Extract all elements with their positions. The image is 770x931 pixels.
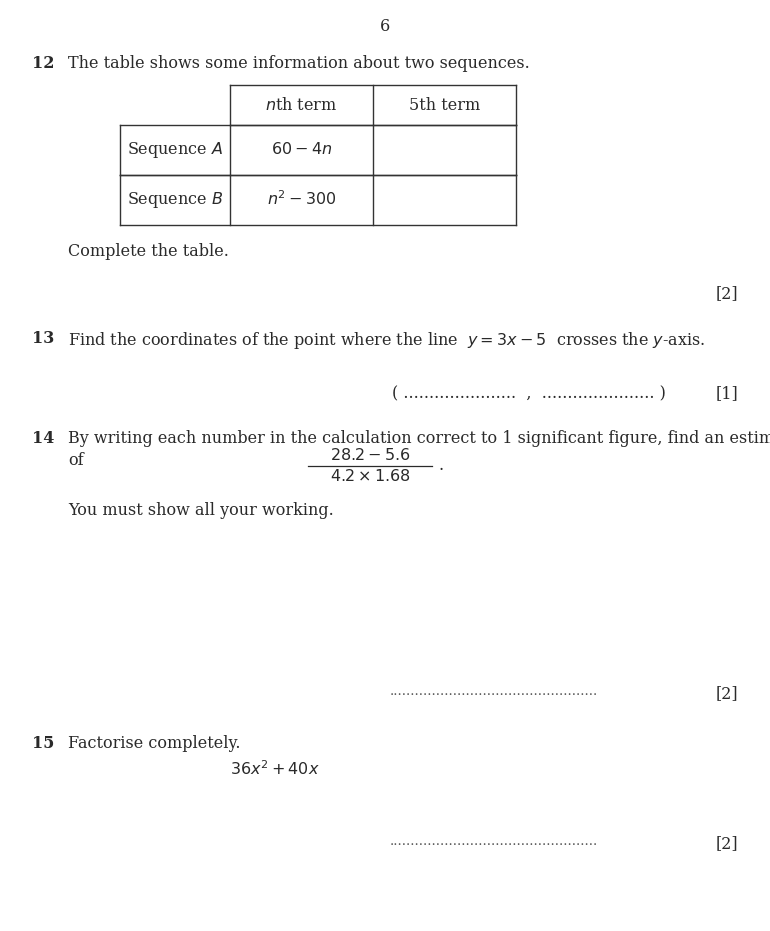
Text: [2]: [2] — [715, 685, 738, 702]
Text: [2]: [2] — [715, 285, 738, 302]
Text: Sequence $B$: Sequence $B$ — [127, 190, 223, 210]
Text: [1]: [1] — [715, 385, 738, 402]
Text: $n^2-300$: $n^2-300$ — [266, 191, 336, 209]
Text: 13: 13 — [32, 330, 54, 347]
Text: $\it{n}$th term: $\it{n}$th term — [266, 97, 338, 114]
Text: .................................................: ........................................… — [390, 835, 598, 848]
Text: By writing each number in the calculation correct to 1 significant figure, find : By writing each number in the calculatio… — [68, 430, 770, 447]
Text: 6: 6 — [380, 18, 390, 35]
Text: Factorise completely.: Factorise completely. — [68, 735, 240, 752]
Text: [2]: [2] — [715, 835, 738, 852]
Text: Find the coordinates of the point where the line  $y=3x-5$  crosses the $y$-axis: Find the coordinates of the point where … — [68, 330, 705, 351]
Text: Complete the table.: Complete the table. — [68, 243, 229, 260]
Text: $4.2\times1.68$: $4.2\times1.68$ — [330, 468, 410, 485]
Text: The table shows some information about two sequences.: The table shows some information about t… — [68, 55, 530, 72]
Text: You must show all your working.: You must show all your working. — [68, 502, 333, 519]
Text: $28.2-5.6$: $28.2-5.6$ — [330, 447, 410, 464]
Text: $60-4n$: $60-4n$ — [271, 142, 332, 158]
Text: 14: 14 — [32, 430, 55, 447]
Text: ( ......................  ,  ...................... ): ( ...................... , .............… — [392, 385, 666, 402]
Text: 15: 15 — [32, 735, 55, 752]
Text: 12: 12 — [32, 55, 55, 72]
Text: .: . — [438, 457, 443, 475]
Text: $36x^2+40x$: $36x^2+40x$ — [230, 760, 320, 778]
Text: 5th term: 5th term — [409, 97, 480, 114]
Text: Sequence $A$: Sequence $A$ — [127, 140, 223, 160]
Text: .................................................: ........................................… — [390, 685, 598, 698]
Text: of: of — [68, 452, 84, 469]
